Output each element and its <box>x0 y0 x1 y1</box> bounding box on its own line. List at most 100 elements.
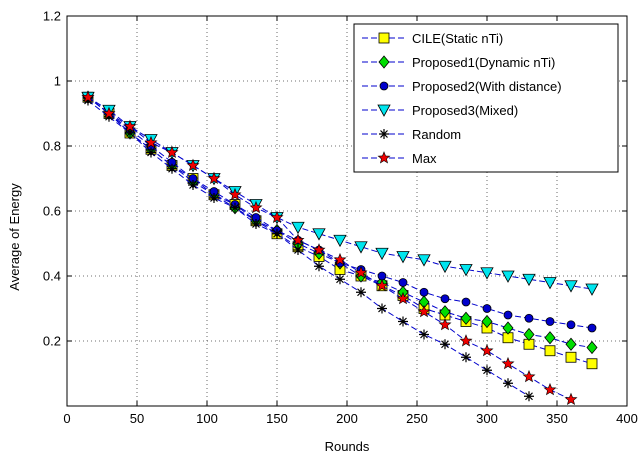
data-point-series-5 <box>377 303 387 314</box>
data-point-series-5 <box>272 228 282 239</box>
legend-marker <box>377 151 391 164</box>
data-point-series-6 <box>543 382 557 396</box>
x-tick-label: 150 <box>266 411 288 426</box>
x-tick-label: 0 <box>63 411 70 426</box>
data-point-series-6 <box>249 200 263 214</box>
data-point-series-5 <box>524 391 534 402</box>
data-point-series-5 <box>230 202 240 213</box>
data-point-series-1 <box>586 358 598 370</box>
data-point-series-6 <box>102 106 116 120</box>
data-point-series-6 <box>123 119 137 133</box>
data-point-series-4 <box>543 277 557 290</box>
data-point-series-5 <box>293 245 303 255</box>
legend-label: Max <box>412 151 437 166</box>
data-point-series-1 <box>544 345 556 357</box>
legend-marker <box>379 81 389 91</box>
legend-box <box>353 23 619 173</box>
data-point-series-4 <box>312 228 326 241</box>
x-tick-label: 250 <box>406 411 428 426</box>
y-axis-label: Average of Energy <box>7 183 22 291</box>
data-point-series-4 <box>585 283 599 296</box>
data-point-series-4 <box>375 247 389 261</box>
data-point-series-4 <box>564 280 578 293</box>
data-point-series-5 <box>251 219 261 229</box>
y-tick-label: 0.2 <box>43 334 61 349</box>
x-tick-label: 300 <box>476 411 498 426</box>
data-point-series-5 <box>356 287 366 298</box>
data-point-series-5 <box>335 274 345 285</box>
data-point-series-4 <box>291 221 305 235</box>
data-point-series-5 <box>503 378 513 389</box>
legend: CILE(Static nTi) Proposed1(Dynamic nTi) Pr… <box>353 23 619 173</box>
data-point-series-6 <box>417 304 431 318</box>
data-point-series-5 <box>167 163 177 174</box>
data-point-series-3 <box>461 297 471 307</box>
data-point-series-5 <box>314 261 324 272</box>
data-point-series-5 <box>146 147 156 158</box>
data-point-series-6 <box>459 334 473 347</box>
data-point-series-6 <box>165 145 179 159</box>
data-point-series-2 <box>544 331 556 345</box>
data-point-series-2 <box>586 340 598 355</box>
legend-label: CILE(Static nTi) <box>412 31 503 46</box>
data-point-series-6 <box>564 392 578 406</box>
data-point-series-6 <box>333 252 347 266</box>
x-tick-label: 400 <box>616 411 638 426</box>
data-point-series-6 <box>396 291 410 305</box>
series-line-6 <box>87 96 572 400</box>
data-point-series-4 <box>396 251 410 264</box>
legend-marker <box>378 55 390 69</box>
data-point-series-5 <box>188 180 198 190</box>
data-point-series-5 <box>461 352 471 363</box>
data-point-series-4 <box>501 270 515 283</box>
data-point-series-5 <box>482 365 492 376</box>
legend-label: Proposed2(With distance) <box>412 79 562 94</box>
data-point-series-4 <box>417 254 431 267</box>
data-point-series-3 <box>482 304 492 313</box>
legend-label: Proposed1(Dynamic nTi) <box>412 55 555 70</box>
data-point-series-6 <box>354 265 368 279</box>
x-tick-label: 200 <box>336 411 358 426</box>
data-point-series-4 <box>522 273 536 287</box>
data-point-series-3 <box>419 287 429 297</box>
data-point-series-6 <box>312 243 326 256</box>
data-point-series-5 <box>398 316 408 327</box>
data-point-series-3 <box>545 317 555 326</box>
data-point-series-5 <box>125 128 135 138</box>
data-point-series-2 <box>439 305 451 319</box>
x-tick-label: 350 <box>546 411 568 426</box>
y-tick-label: 0.6 <box>43 204 61 219</box>
data-point-series-4 <box>333 234 347 248</box>
data-point-series-2 <box>565 337 577 351</box>
data-point-series-6 <box>522 369 536 383</box>
data-point-series-5 <box>419 329 429 340</box>
data-point-series-3 <box>566 320 576 330</box>
data-point-series-6 <box>81 90 95 103</box>
data-point-series-2 <box>523 327 535 342</box>
y-tick-label: 1 <box>54 74 61 89</box>
data-point-series-4 <box>438 260 452 274</box>
data-point-series-6 <box>144 135 158 149</box>
data-point-series-2 <box>460 311 472 325</box>
data-point-series-5 <box>83 95 93 106</box>
legend-marker <box>377 104 391 117</box>
data-point-series-3 <box>524 313 534 323</box>
data-point-series-3 <box>440 294 450 304</box>
data-point-series-6 <box>207 171 221 185</box>
data-point-series-4 <box>459 264 473 277</box>
data-point-series-4 <box>354 241 368 254</box>
data-point-series-5 <box>440 339 450 350</box>
legend-label: Random <box>412 127 461 142</box>
legend-marker <box>378 32 390 44</box>
data-point-series-6 <box>501 356 515 370</box>
data-point-series-6 <box>186 158 200 172</box>
y-tick-label: 1.2 <box>43 9 61 24</box>
data-point-series-6 <box>480 343 494 357</box>
data-point-series-6 <box>438 317 452 331</box>
x-tick-label: 100 <box>196 411 218 426</box>
data-point-series-6 <box>270 210 284 224</box>
y-tick-label: 0.4 <box>43 269 61 284</box>
data-point-series-6 <box>291 233 305 246</box>
